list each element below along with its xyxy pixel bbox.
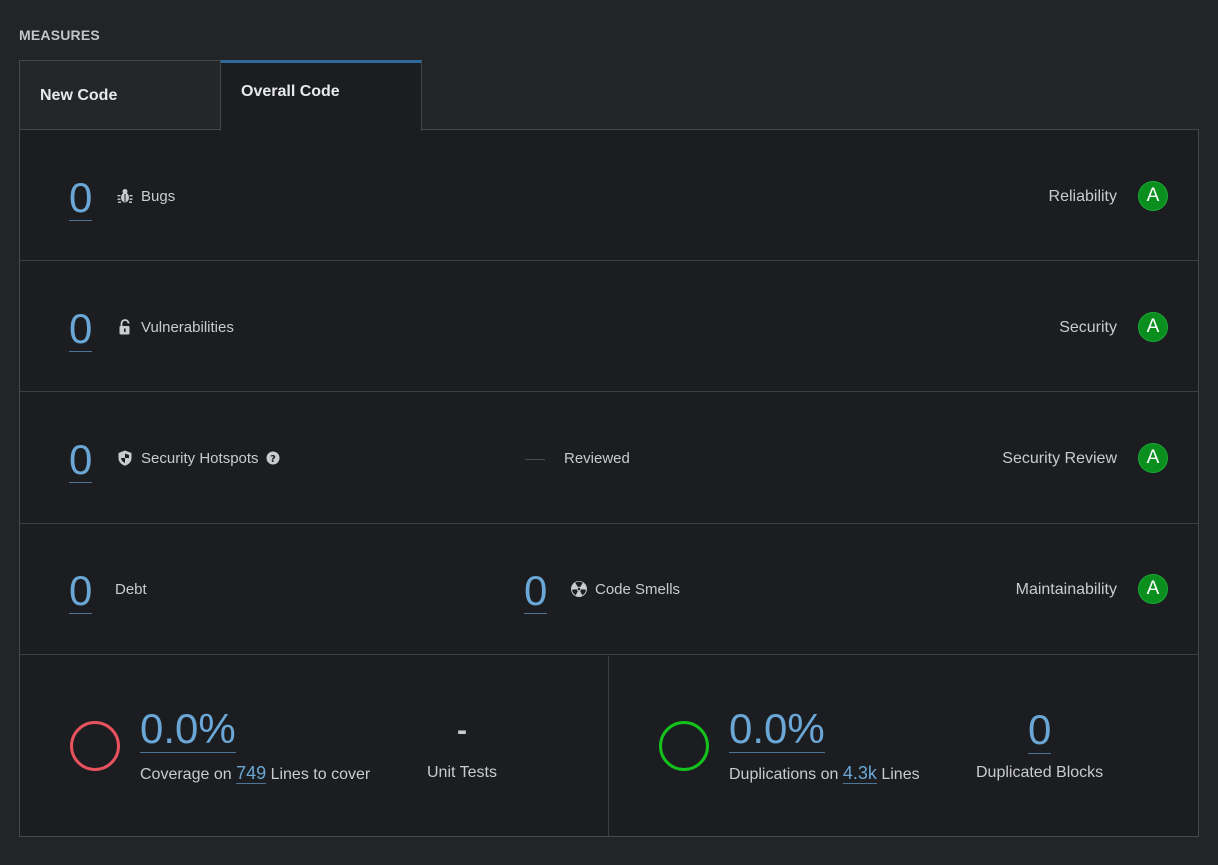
vulnerabilities-row: 0 Vulnerabilities Security A <box>20 261 1198 392</box>
hotspots-label: Security Hotspots <box>141 449 259 467</box>
maintainability-rating-badge[interactable]: A <box>1138 574 1168 604</box>
vulnerabilities-count[interactable]: 0 <box>69 305 93 352</box>
maintainability-label: Maintainability <box>1015 581 1117 598</box>
code-smells-label: Code Smells <box>595 580 681 598</box>
unit-tests-value: - <box>457 714 467 747</box>
bugs-row: 0 Bugs Reliability A <box>20 130 1198 261</box>
lock-open-icon <box>116 318 134 336</box>
bugs-label-group: Bugs <box>116 187 175 205</box>
bugs-count[interactable]: 0 <box>69 174 93 221</box>
coverage-ring-icon <box>70 721 120 771</box>
duplications-prefix: Duplications on <box>729 766 839 783</box>
security-review-rating-badge[interactable]: A <box>1138 443 1168 473</box>
duplications-ring-icon <box>659 721 709 771</box>
coverage-prefix: Coverage on <box>140 766 232 783</box>
help-icon[interactable]: ? <box>266 451 280 465</box>
shield-icon <box>116 449 134 467</box>
vulnerabilities-label: Vulnerabilities <box>141 318 234 336</box>
reliability-rating-badge[interactable]: A <box>1138 181 1168 211</box>
radiation-icon <box>570 580 588 598</box>
code-smells-label-group: Code Smells <box>570 580 680 598</box>
duplications-suffix: Lines <box>881 766 920 783</box>
reviewed-empty-indicator <box>525 459 545 460</box>
duplicated-blocks-label: Duplicated Blocks <box>976 764 1104 781</box>
security-label: Security <box>1059 319 1117 336</box>
coverage-percentage[interactable]: 0.0% <box>140 705 236 753</box>
unit-tests-label: Unit Tests <box>427 764 497 781</box>
svg-text:?: ? <box>270 454 276 465</box>
unit-tests-group: - <box>412 716 512 746</box>
hotspots-label-group: Security Hotspots ? <box>116 449 280 467</box>
coverage-subline: Coverage on 749 Lines to cover <box>140 763 370 784</box>
duplications-subline: Duplications on 4.3k Lines <box>729 763 920 784</box>
section-title: MEASURES <box>19 27 100 43</box>
duplications-percentage[interactable]: 0.0% <box>729 705 825 753</box>
coverage-duplications-section: 0.0% Coverage on 749 Lines to cover - Un… <box>20 656 1198 836</box>
security-review-label: Security Review <box>1002 450 1117 467</box>
duplications-lines-link[interactable]: 4.3k <box>842 763 877 784</box>
security-rating-badge[interactable]: A <box>1138 312 1168 342</box>
bug-icon <box>116 187 134 205</box>
bugs-label: Bugs <box>141 187 176 205</box>
debt-count[interactable]: 0 <box>69 567 93 614</box>
duplicated-blocks-count[interactable]: 0 <box>1028 706 1052 754</box>
hotspots-row: 0 Security Hotspots ? Reviewed Security … <box>20 393 1198 524</box>
vulnerabilities-label-group: Vulnerabilities <box>116 318 234 336</box>
maintainability-row: 0 Debt 0 Code Smells Maintainability A <box>20 524 1198 655</box>
reviewed-label: Reviewed <box>564 450 630 467</box>
measures-panel: 0 Bugs Reliability A 0 Vulnerabilities S… <box>19 129 1199 837</box>
code-smells-count[interactable]: 0 <box>524 567 548 614</box>
section-divider <box>608 656 609 836</box>
measures-tabs: New Code Overall Code <box>19 60 422 131</box>
tab-overall-code[interactable]: Overall Code <box>220 60 422 131</box>
hotspots-count[interactable]: 0 <box>69 436 93 483</box>
coverage-suffix: Lines to cover <box>270 766 371 783</box>
tab-new-code[interactable]: New Code <box>19 60 221 130</box>
reliability-label: Reliability <box>1048 188 1117 205</box>
debt-label: Debt <box>115 581 147 598</box>
lines-to-cover-link[interactable]: 749 <box>236 763 267 784</box>
